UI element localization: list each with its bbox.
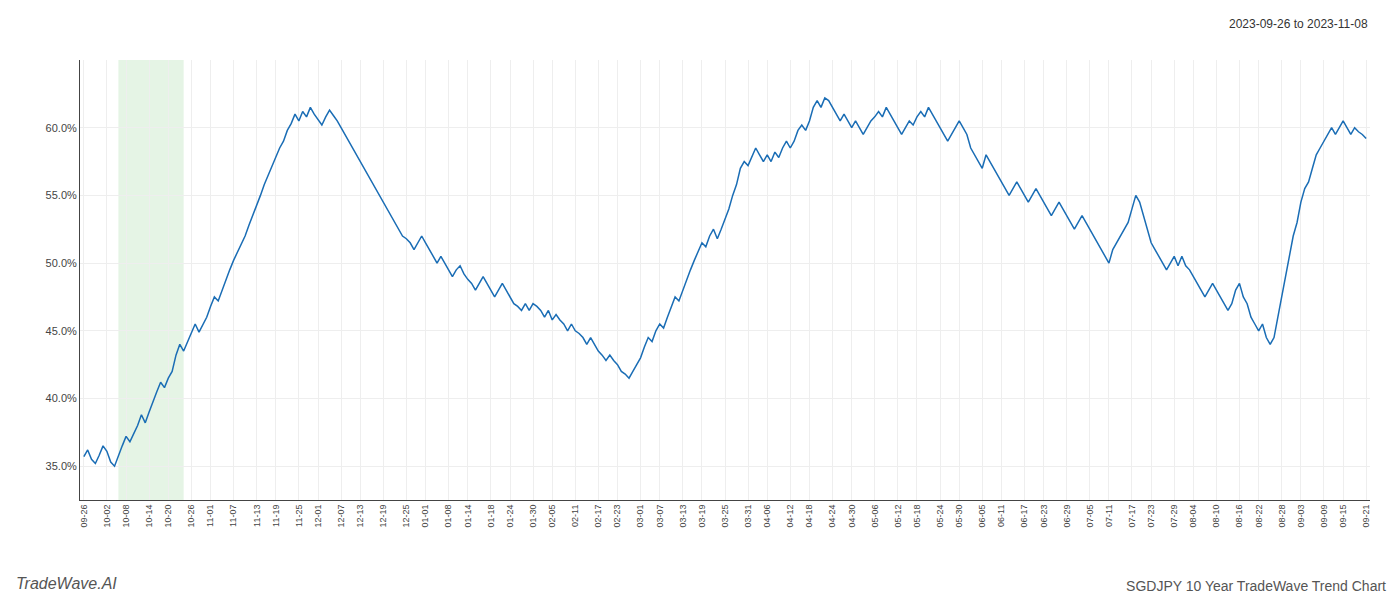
svg-text:11-07: 11-07 — [228, 505, 238, 527]
svg-text:35.0%: 35.0% — [46, 460, 77, 472]
svg-text:03-07: 03-07 — [655, 505, 665, 528]
svg-text:12-01: 12-01 — [313, 505, 323, 528]
svg-text:2023-09-26 to 2023-11-08: 2023-09-26 to 2023-11-08 — [1229, 17, 1368, 31]
svg-text:10-26: 10-26 — [186, 505, 196, 528]
svg-text:08-04: 08-04 — [1188, 505, 1198, 528]
svg-text:06-05: 06-05 — [977, 505, 987, 528]
svg-text:08-28: 08-28 — [1277, 505, 1287, 528]
svg-text:03-19: 03-19 — [697, 505, 707, 528]
svg-text:01-24: 01-24 — [505, 505, 515, 528]
svg-text:01-01: 01-01 — [420, 505, 430, 528]
svg-text:12-13: 12-13 — [355, 505, 365, 528]
svg-text:06-11: 06-11 — [996, 505, 1006, 527]
svg-text:05-30: 05-30 — [954, 505, 964, 528]
svg-text:04-12: 04-12 — [785, 505, 795, 528]
svg-text:07-17: 07-17 — [1127, 505, 1137, 528]
svg-text:07-23: 07-23 — [1146, 505, 1156, 528]
svg-text:02-05: 02-05 — [547, 505, 557, 528]
svg-text:01-30: 01-30 — [528, 505, 538, 528]
svg-text:10-02: 10-02 — [102, 505, 112, 528]
svg-text:10-20: 10-20 — [163, 505, 173, 528]
svg-text:06-23: 06-23 — [1039, 505, 1049, 528]
svg-text:TradeWave.AI: TradeWave.AI — [16, 575, 117, 592]
svg-text:08-22: 08-22 — [1254, 505, 1264, 528]
svg-text:10-14: 10-14 — [144, 505, 154, 528]
svg-text:11-25: 11-25 — [294, 505, 304, 527]
svg-text:05-12: 05-12 — [893, 505, 903, 528]
svg-text:08-16: 08-16 — [1234, 505, 1244, 528]
svg-text:08-10: 08-10 — [1211, 505, 1221, 528]
svg-text:02-17: 02-17 — [593, 505, 603, 528]
svg-text:09-21: 09-21 — [1361, 505, 1371, 528]
svg-text:06-17: 06-17 — [1019, 505, 1029, 528]
svg-text:11-01: 11-01 — [205, 505, 215, 527]
svg-text:60.0%: 60.0% — [46, 122, 77, 134]
svg-text:07-05: 07-05 — [1085, 505, 1095, 528]
svg-text:09-09: 09-09 — [1319, 505, 1329, 528]
svg-text:50.0%: 50.0% — [46, 257, 77, 269]
svg-text:01-14: 01-14 — [463, 505, 473, 528]
svg-text:03-25: 03-25 — [720, 505, 730, 528]
svg-text:03-01: 03-01 — [635, 505, 645, 528]
svg-text:12-19: 12-19 — [378, 505, 388, 528]
svg-text:40.0%: 40.0% — [46, 392, 77, 404]
svg-text:12-07: 12-07 — [336, 505, 346, 528]
svg-text:SGDJPY 10 Year TradeWave Trend: SGDJPY 10 Year TradeWave Trend Chart — [1126, 578, 1386, 594]
svg-text:07-29: 07-29 — [1169, 505, 1179, 528]
svg-text:04-24: 04-24 — [827, 505, 837, 528]
svg-text:01-08: 01-08 — [443, 505, 453, 528]
svg-text:09-03: 09-03 — [1296, 505, 1306, 528]
svg-text:09-15: 09-15 — [1338, 505, 1348, 528]
svg-text:06-29: 06-29 — [1062, 505, 1072, 528]
svg-text:04-30: 04-30 — [847, 505, 857, 528]
svg-text:55.0%: 55.0% — [46, 189, 77, 201]
svg-text:12-25: 12-25 — [401, 505, 411, 528]
svg-text:04-18: 04-18 — [804, 505, 814, 528]
svg-text:05-24: 05-24 — [935, 505, 945, 528]
svg-text:45.0%: 45.0% — [46, 325, 77, 337]
svg-text:02-23: 02-23 — [612, 505, 622, 528]
svg-text:03-31: 03-31 — [743, 505, 753, 528]
svg-text:11-19: 11-19 — [271, 505, 281, 527]
svg-text:01-18: 01-18 — [486, 505, 496, 528]
svg-text:05-18: 05-18 — [912, 505, 922, 528]
svg-text:09-26: 09-26 — [79, 505, 89, 528]
svg-text:05-06: 05-06 — [870, 505, 880, 528]
svg-text:11-13: 11-13 — [252, 505, 262, 527]
svg-text:02-11: 02-11 — [570, 505, 580, 527]
svg-text:04-06: 04-06 — [762, 505, 772, 528]
svg-text:07-11: 07-11 — [1104, 505, 1114, 527]
svg-text:03-13: 03-13 — [678, 505, 688, 528]
svg-text:10-08: 10-08 — [121, 505, 131, 528]
